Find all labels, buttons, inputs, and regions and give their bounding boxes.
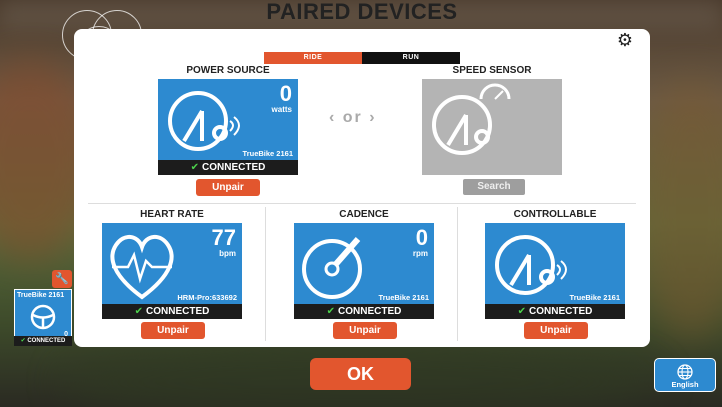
mini-device-widget[interactable]: TrueBike 2161 0 <box>14 289 72 345</box>
tab-ride[interactable]: RIDE <box>264 52 362 64</box>
check-icon: ✔ <box>190 162 200 173</box>
power-unpair-button[interactable]: Unpair <box>196 179 260 196</box>
title-text: PAIRED DEVICES <box>266 0 458 24</box>
controllable-status-text: CONNECTED <box>529 306 593 317</box>
heart-rate-unpair-button[interactable]: Unpair <box>141 322 205 339</box>
ok-button[interactable]: OK <box>310 358 411 390</box>
gear-icon[interactable]: ⚙ <box>616 30 634 50</box>
controllable-device-name: TrueBike 2161 <box>569 293 620 302</box>
steering-icon <box>30 304 56 330</box>
column-divider-1 <box>265 207 266 341</box>
paired-devices-panel: PAIRED DEVICES ⚙ RIDE RUN POWER SOURCE 0… <box>74 0 650 347</box>
sport-tabs: RIDE RUN <box>264 52 460 64</box>
cadence-label: CADENCE <box>339 209 389 220</box>
mini-status: ✔ CONNECTED <box>14 336 72 346</box>
mini-device-value: 0 <box>64 331 68 338</box>
speed-sensor-tile[interactable] <box>422 79 562 175</box>
controllable-unpair-button[interactable]: Unpair <box>524 322 588 339</box>
cadence-device-name: TrueBike 2161 <box>378 293 429 302</box>
cadence-unpair-button[interactable]: Unpair <box>333 322 397 339</box>
power-source-label: POWER SOURCE <box>186 65 270 76</box>
speed-search-button[interactable]: Search <box>463 179 525 195</box>
language-button[interactable]: English <box>654 358 716 392</box>
mini-device-name: TrueBike 2161 <box>17 292 65 299</box>
mini-status-text: CONNECTED <box>27 338 66 344</box>
check-icon: ✔ <box>134 306 144 317</box>
heart-rate-label: HEART RATE <box>140 209 204 220</box>
wrench-icon[interactable]: 🔧 <box>52 270 72 288</box>
cadence-status-text: CONNECTED <box>338 306 402 317</box>
cadence-unit: rpm <box>412 249 428 258</box>
or-text: or <box>342 109 363 126</box>
speed-sensor-label: SPEED SENSOR <box>452 65 532 76</box>
cadence-tile[interactable]: 0 rpm TrueBike 2161 ✔ CONNECTED <box>294 223 434 319</box>
heart-rate-device-name: HRM-Pro:633692 <box>177 293 237 302</box>
check-icon: ✔ <box>517 306 527 317</box>
power-device-name: TrueBike 2161 <box>242 149 293 158</box>
crank-icon <box>302 237 362 299</box>
check-icon: ✔ <box>326 306 336 317</box>
power-value: 0 <box>279 81 292 106</box>
power-unit: watts <box>271 105 292 114</box>
globe-icon <box>677 364 693 380</box>
heart-rate-tile[interactable]: 77 bpm HRM-Pro:633692 ✔ CONNECTED <box>102 223 242 319</box>
power-status: ✔ CONNECTED <box>158 160 298 175</box>
speed-sensor-icon <box>432 83 511 155</box>
controllable-status: ✔ CONNECTED <box>485 304 625 319</box>
trainer-icon <box>168 91 240 151</box>
heart-rate-status: ✔ CONNECTED <box>102 304 242 319</box>
controllable-tile[interactable]: TrueBike 2161 ✔ CONNECTED <box>485 223 625 319</box>
or-separator: ‹ or › <box>329 109 377 126</box>
heart-rate-unit: bpm <box>219 249 236 258</box>
trainer-icon <box>495 235 567 295</box>
section-divider <box>88 203 636 204</box>
column-divider-2 <box>457 207 458 341</box>
cadence-status: ✔ CONNECTED <box>294 304 434 319</box>
tab-run[interactable]: RUN <box>362 52 460 64</box>
language-label: English <box>671 380 699 389</box>
cadence-value: 0 <box>415 225 428 250</box>
power-source-tile[interactable]: 0 watts TrueBike 2161 ✔ CONNECTED <box>158 79 298 175</box>
page-title: PAIRED DEVICES <box>74 0 650 25</box>
power-status-text: CONNECTED <box>202 162 266 173</box>
check-icon: ✔ <box>20 338 26 344</box>
heart-icon <box>110 235 174 300</box>
heart-rate-status-text: CONNECTED <box>146 306 210 317</box>
controllable-label: CONTROLLABLE <box>513 209 597 220</box>
heart-rate-value: 77 <box>211 225 236 250</box>
